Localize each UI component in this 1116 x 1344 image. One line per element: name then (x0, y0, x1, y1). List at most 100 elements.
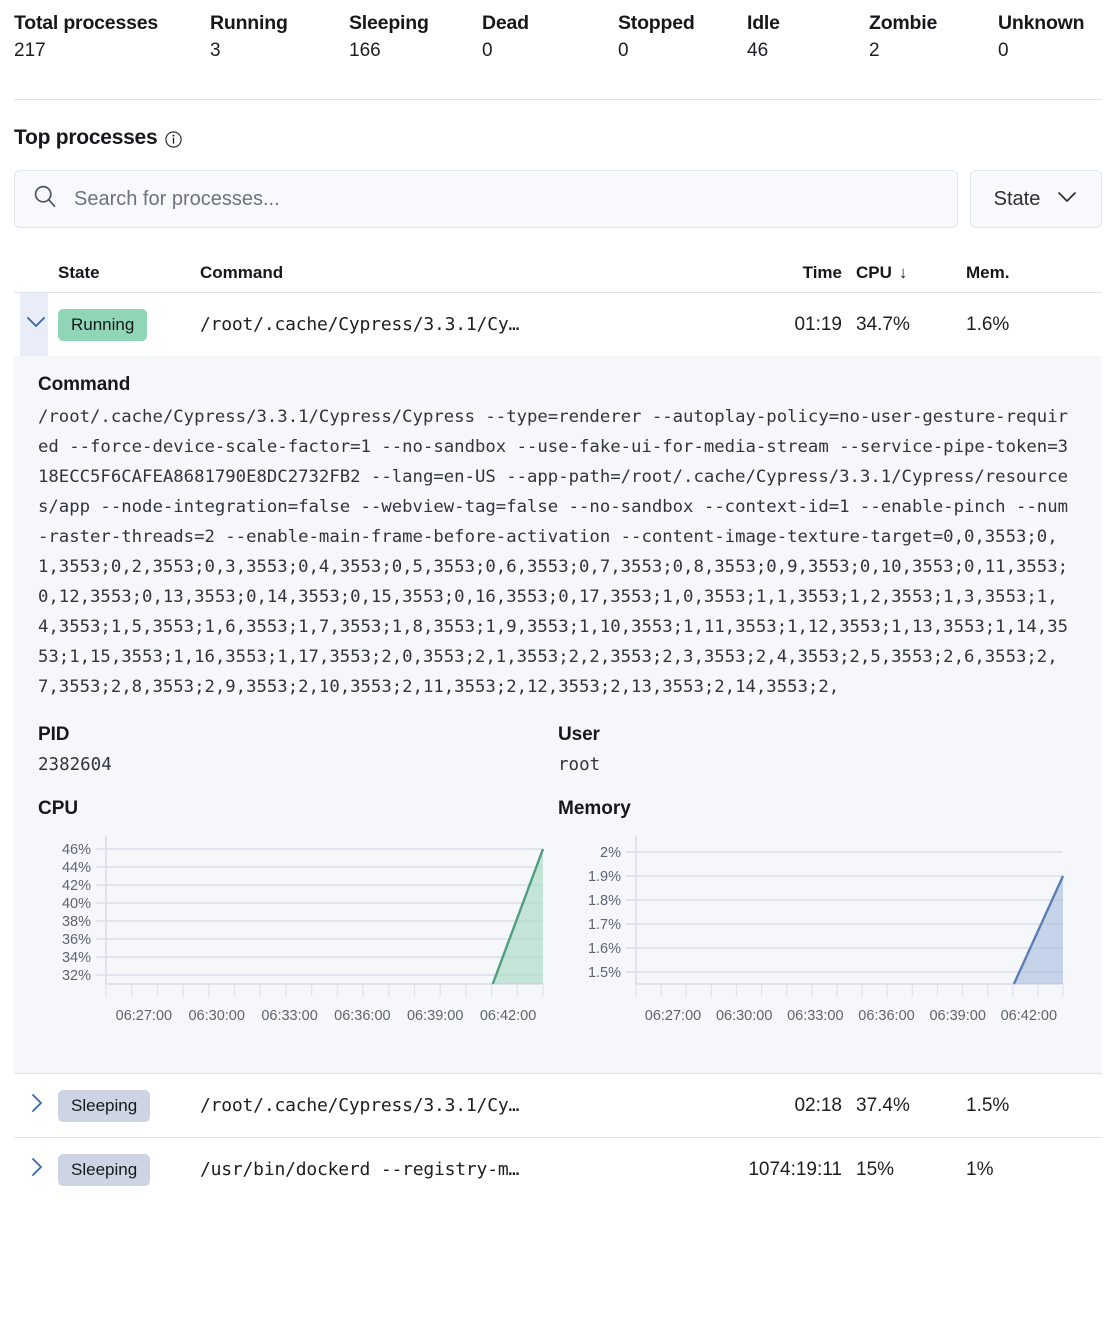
header-cpu[interactable]: CPU ↓ (842, 263, 952, 283)
detail-pid-block: PID 2382604 (38, 724, 558, 778)
search-input[interactable] (74, 187, 939, 211)
cpu-chart[interactable]: 32% 34% 36% 38% 40% 42% 44% 46% 06:27:00 06:30:00… (38, 832, 558, 1047)
row-mem: 1.5% (966, 1094, 1010, 1116)
row-time: 02:18 (794, 1094, 842, 1116)
header-state[interactable]: State (58, 263, 100, 282)
header-command[interactable]: Command (200, 263, 284, 282)
detail-pid-label: PID (38, 724, 70, 745)
y-tick-label: 32% (62, 968, 91, 984)
series-line (491, 848, 545, 985)
detail-user-label: User (558, 724, 600, 745)
y-tick-label: 44% (62, 860, 91, 876)
row-command: /root/.cache/Cypress/3.3.1/Cy… (200, 1095, 520, 1116)
processes-table: State Command Time CPU ↓ Mem. Running (0, 254, 1116, 1201)
status-badge: Running (58, 308, 148, 341)
header-time[interactable]: Time (802, 263, 842, 282)
x-tick-label: 06:39:00 (407, 1008, 463, 1024)
search-box[interactable] (14, 170, 958, 228)
table-row[interactable]: Sleeping /usr/bin/dockerd --registry-m… … (14, 1138, 1102, 1201)
y-tick-label: 38% (62, 914, 91, 930)
x-tick-label: 06:30:00 (716, 1008, 772, 1024)
cpu-chart-title: CPU (38, 798, 79, 819)
stat-label: Running (210, 12, 288, 34)
chevron-right-icon (29, 1092, 43, 1119)
row-mem: 1% (966, 1158, 994, 1180)
x-tick-label: 06:36:00 (858, 1008, 914, 1024)
row-expand-toggle[interactable] (14, 315, 58, 334)
table-row[interactable]: Running /root/.cache/Cypress/3.3.1/Cy… 0… (14, 293, 1102, 356)
row-mem: 1.6% (966, 313, 1010, 335)
y-tick-label: 1.6% (588, 941, 621, 957)
memory-chart-title: Memory (558, 798, 631, 819)
state-filter-label: State (993, 187, 1041, 210)
row-cpu: 34.7% (856, 313, 910, 335)
process-summary-stats: Total processes 217 Running 3 Sleeping 1… (0, 0, 1116, 66)
row-separator (14, 1137, 1102, 1138)
stat-label: Sleeping (349, 12, 429, 34)
stat-stopped: Stopped 0 (618, 10, 747, 66)
row-time: 1074:19:11 (748, 1158, 842, 1180)
stat-running: Running 3 (210, 10, 349, 66)
row-cpu: 37.4% (856, 1094, 910, 1116)
header-cpu-label: CPU (856, 263, 892, 282)
stat-idle: Idle 46 (747, 10, 869, 66)
stat-value: 2 (869, 40, 880, 61)
stat-dead: Dead 0 (482, 10, 618, 66)
x-tick-label: 06:36:00 (334, 1008, 390, 1024)
detail-charts: CPU 32% 34% 36% 38% 40% 42% 44% 46% 06:27:00 06:3… (38, 798, 1078, 1047)
stat-sleeping: Sleeping 166 (349, 10, 482, 66)
row-state-cell: Sleeping (58, 1153, 200, 1186)
stat-value: 217 (14, 40, 46, 61)
y-tick-label: 46% (62, 842, 91, 858)
memory-chart-block: Memory 1.5% 1.6% 1.7% 1.8% 1.9% 2% 06:27:00 06:… (558, 798, 1078, 1047)
info-icon[interactable] (165, 131, 183, 148)
search-icon (33, 184, 58, 214)
process-detail-panel: Command /root/.cache/Cypress/3.3.1/Cypre… (14, 356, 1102, 1073)
stat-zombie: Zombie 2 (869, 10, 998, 66)
y-tick-label: 42% (62, 878, 91, 894)
y-tick-label: 34% (62, 950, 91, 966)
table-row[interactable]: Sleeping /root/.cache/Cypress/3.3.1/Cy… … (14, 1074, 1102, 1137)
memory-chart[interactable]: 1.5% 1.6% 1.7% 1.8% 1.9% 2% 06:27:00 06:30:00 06… (558, 832, 1078, 1047)
detail-command-value: /root/.cache/Cypress/3.3.1/Cypress/Cypre… (38, 407, 1069, 697)
process-filter-controls: State (0, 150, 1116, 228)
y-tick-label: 36% (62, 932, 91, 948)
status-badge: Sleeping (58, 1089, 151, 1122)
row-state-cell: Running (58, 308, 200, 341)
x-tick-label: 06:27:00 (116, 1008, 172, 1024)
row-expand-toggle[interactable] (14, 1156, 58, 1183)
stat-value: 0 (482, 40, 493, 61)
row-expand-toggle[interactable] (14, 1092, 58, 1119)
cpu-chart-block: CPU 32% 34% 36% 38% 40% 42% 44% 46% 06:27:00 06:3… (38, 798, 558, 1047)
y-tick-label: 1.7% (588, 917, 621, 933)
stat-label: Total processes (14, 12, 159, 34)
stat-label: Stopped (618, 12, 695, 34)
y-tick-label: 40% (62, 896, 91, 912)
state-filter-dropdown[interactable]: State (970, 170, 1102, 228)
stat-label: Dead (482, 12, 529, 34)
stat-label: Idle (747, 12, 780, 34)
x-tick-label: 06:33:00 (787, 1008, 843, 1024)
chevron-down-icon (1056, 190, 1078, 209)
x-tick-label: 06:42:00 (1001, 1008, 1057, 1024)
y-tick-label: 1.9% (588, 869, 621, 885)
process-monitor-page: Total processes 217 Running 3 Sleeping 1… (0, 0, 1116, 1201)
y-tick-label: 1.8% (588, 893, 621, 909)
top-processes-header: Top processes (0, 100, 1116, 150)
y-tick-label: 2% (600, 845, 621, 861)
stat-value: 3 (210, 40, 221, 61)
row-cpu: 15% (856, 1158, 895, 1180)
stat-value: 0 (618, 40, 629, 61)
row-separator (14, 1073, 1102, 1074)
header-mem[interactable]: Mem. (966, 263, 1010, 282)
y-tick-label: 1.5% (588, 965, 621, 981)
detail-meta-grid: PID 2382604 User root (38, 724, 1078, 778)
table-header-row: State Command Time CPU ↓ Mem. (14, 254, 1102, 292)
stat-label: Unknown (998, 12, 1085, 34)
x-tick-label: 06:42:00 (480, 1008, 536, 1024)
x-tick-label: 06:33:00 (261, 1008, 317, 1024)
chevron-down-icon (25, 315, 47, 334)
row-state-cell: Sleeping (58, 1089, 200, 1122)
section-divider (14, 99, 1102, 100)
stat-value: 0 (998, 40, 1009, 61)
